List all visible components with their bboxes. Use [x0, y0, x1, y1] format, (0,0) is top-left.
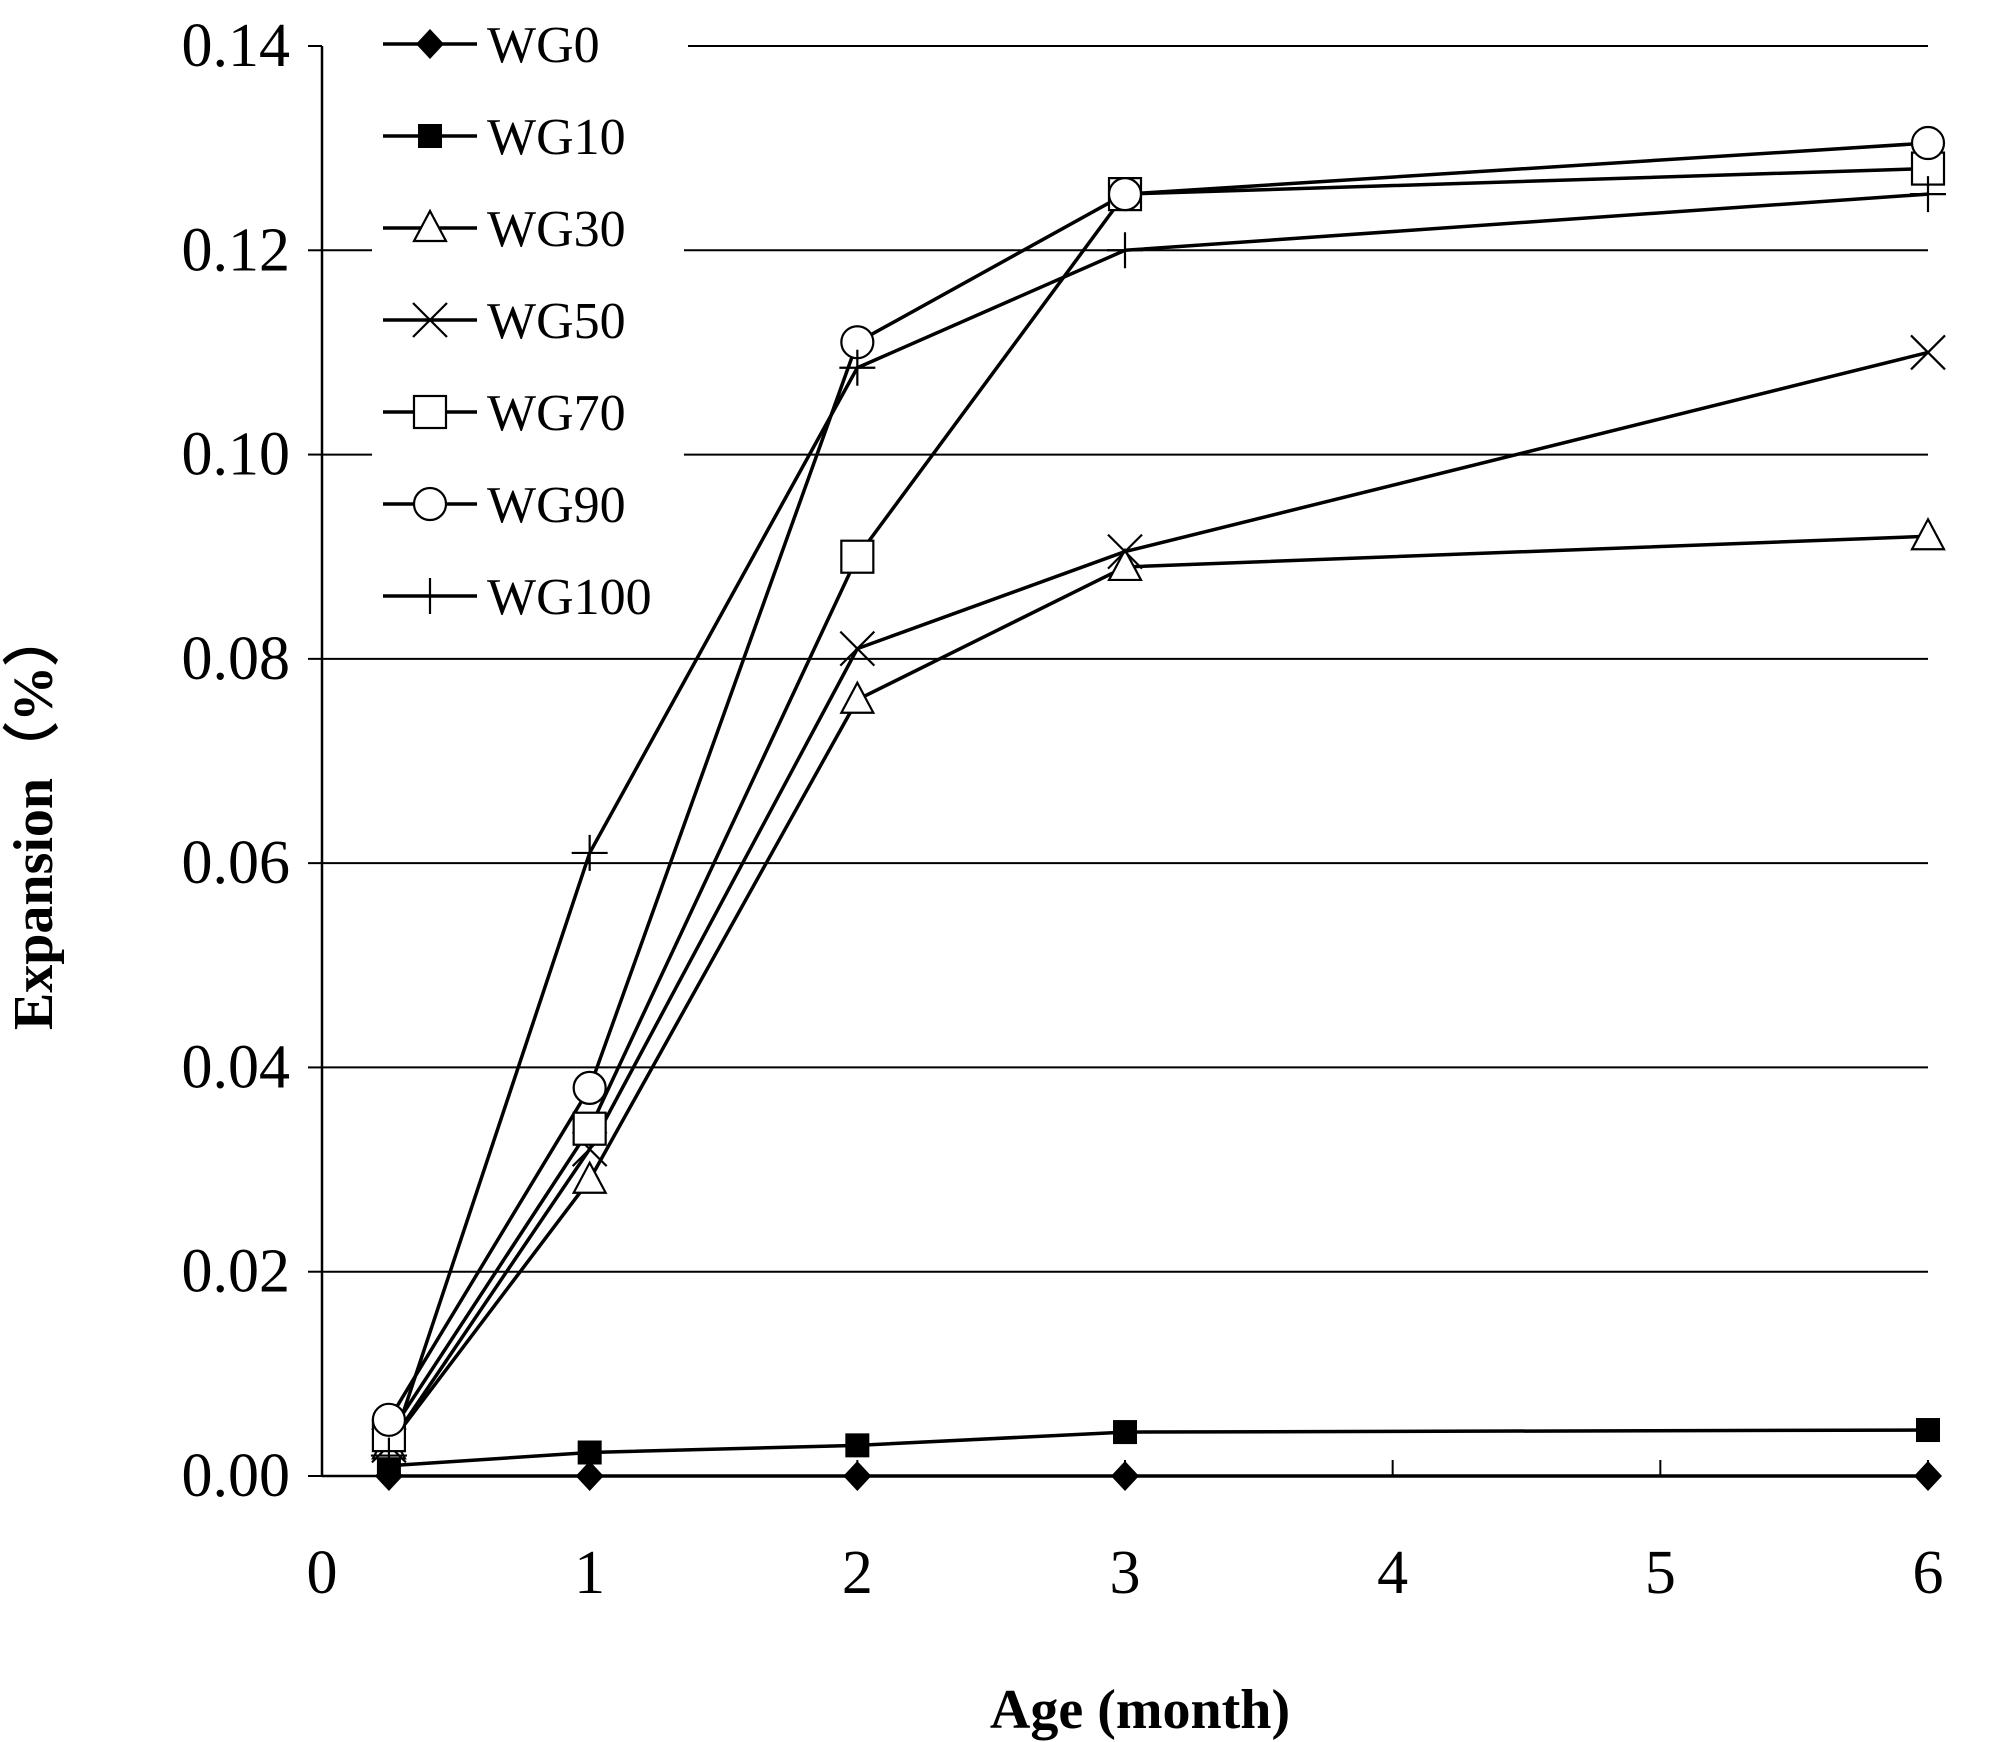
point-WG10-4 [1916, 1418, 1940, 1443]
legend-marker-WG70 [412, 394, 448, 430]
point-WG30-2 [839, 680, 876, 714]
point-WG0-3 [1111, 1461, 1139, 1491]
point-WG50-4 [1910, 334, 1946, 371]
legend-label-WG10: WG10 [487, 109, 626, 166]
point-WG50-3 [1107, 533, 1143, 570]
legend-marker-WG50 [412, 302, 448, 338]
x-axis-title: Age (month) [990, 1679, 1290, 1741]
legend-marker-WG0 [416, 29, 444, 59]
x-tick-label-1: 1 [574, 1539, 605, 1607]
x-tick-label-5: 5 [1645, 1539, 1676, 1607]
y-tick-label-0: 0.00 [182, 1442, 291, 1510]
y-tick-label-1: 0.02 [182, 1238, 291, 1306]
legend-label-WG90: WG90 [487, 477, 626, 534]
legend-marker-WG100 [412, 578, 448, 614]
point-WG70-2 [840, 539, 875, 574]
y-tick-label-2: 0.04 [182, 1033, 291, 1101]
point-WG0-4 [1914, 1461, 1942, 1491]
series-line-WG30 [387, 534, 1929, 1447]
series-line-WG10 [388, 1428, 1929, 1468]
point-WG30-3 [1107, 547, 1143, 582]
legend-label-WG70: WG70 [487, 385, 626, 442]
legend-label-WG100: WG100 [487, 569, 652, 626]
legend-label-WG30: WG30 [487, 201, 626, 258]
legend-label-WG50: WG50 [487, 293, 626, 350]
legend-label-WG0: WG0 [487, 17, 600, 74]
y-tick-label-5: 0.10 [182, 421, 291, 489]
point-WG70-1 [572, 1111, 607, 1146]
point-WG90-4 [1910, 125, 1946, 161]
point-WG100-0 [370, 1437, 407, 1474]
legend: WG0 WG10 WG30 WG50 WG70 WG90 WG100 [372, 14, 684, 632]
point-WG0-1 [575, 1461, 604, 1491]
legend-marker-WG90 [412, 486, 448, 522]
x-tick-label-3: 3 [1110, 1539, 1141, 1607]
point-WG90-0 [371, 1402, 407, 1437]
point-WG100-2 [839, 349, 876, 386]
y-tick-label-7: 0.14 [182, 12, 291, 80]
point-WG90-1 [572, 1070, 607, 1105]
point-WG100-1 [571, 834, 608, 871]
legend-marker-WG30 [412, 208, 448, 243]
point-WG10-2 [845, 1433, 870, 1458]
point-WG10-3 [1113, 1420, 1137, 1445]
x-tick-label-2: 2 [842, 1539, 873, 1607]
legend-background [372, 14, 684, 632]
point-WG100-3 [1107, 232, 1143, 269]
point-WG0-2 [843, 1461, 872, 1491]
legend-marker-WG10 [418, 124, 442, 148]
point-WG100-4 [1910, 176, 1946, 213]
x-tick-label-0: 0 [307, 1539, 338, 1607]
data-series [370, 125, 1946, 1491]
y-tick-label-4: 0.08 [182, 625, 291, 693]
point-WG30-1 [571, 1160, 608, 1194]
y-axis-title: Expansion（%） [2, 610, 65, 1030]
point-WG10-1 [577, 1440, 602, 1465]
point-WG30-4 [1910, 516, 1946, 551]
y-tick-label-3: 0.06 [182, 829, 291, 897]
x-tick-label-6: 6 [1913, 1539, 1944, 1607]
point-WG50-2 [839, 630, 876, 667]
y-tick-label-6: 0.12 [182, 216, 291, 284]
point-WG90-3 [1107, 177, 1143, 212]
tick-labels: 0.00 0.02 0.04 0.06 0.08 0.10 0.12 0.14 0 1 2 3 4 5 6 [182, 12, 1944, 1607]
x-tick-label-4: 4 [1377, 1539, 1408, 1607]
